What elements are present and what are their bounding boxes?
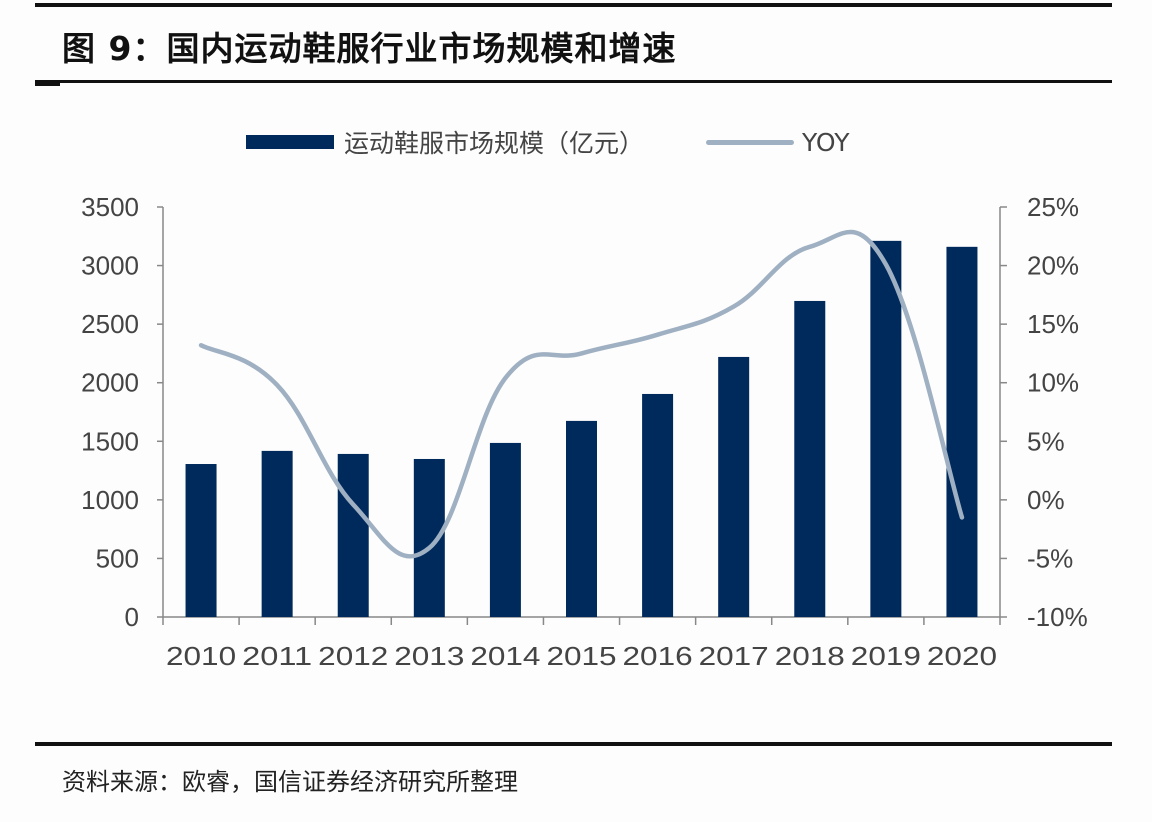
x-tick-label: 2012 <box>318 641 388 671</box>
right-tick-label: 10% <box>1027 368 1079 398</box>
left-tick-label: 1500 <box>81 426 139 456</box>
bar-2015 <box>566 420 597 617</box>
bar-2014 <box>489 442 521 617</box>
yoy-line <box>198 229 965 559</box>
x-tick-label: 2020 <box>927 641 997 671</box>
yoy-line-series <box>198 229 965 559</box>
x-tick-label: 2013 <box>394 641 464 671</box>
right-tick-label: 5% <box>1027 426 1065 456</box>
left-tick-label: 1000 <box>81 485 139 515</box>
bar-2016 <box>642 393 674 617</box>
x-tick-label: 2016 <box>623 641 693 671</box>
footer-rule <box>35 742 1112 746</box>
source-note: 资料来源：欧睿，国信证券经济研究所整理 <box>62 768 518 796</box>
left-tick-label: 2000 <box>81 368 139 398</box>
legend-bar-swatch <box>246 135 334 149</box>
left-tick-label: 2500 <box>81 309 139 339</box>
left-tick-label: 500 <box>96 543 139 573</box>
title-underline-accent <box>35 83 60 86</box>
x-tick-label: 2011 <box>242 641 312 671</box>
bar-2012 <box>337 453 369 617</box>
bar-2011 <box>261 450 293 617</box>
x-tick-label: 2015 <box>546 641 616 671</box>
right-tick-label: 20% <box>1027 251 1079 281</box>
right-tick-label: -5% <box>1027 543 1073 573</box>
x-tick-label: 2019 <box>851 641 921 671</box>
axis-labels: 0 500 1000 1500 2000 2500 3000 3500 -10% -5% 0% 5% 1… <box>81 192 1088 671</box>
right-tick-label: 25% <box>1027 192 1079 222</box>
x-tick-label: 2018 <box>775 641 845 671</box>
bar-2017 <box>718 356 750 617</box>
top-rule <box>35 3 1112 7</box>
title-underline <box>35 80 1112 83</box>
bar-series <box>185 240 978 618</box>
bar-2010 <box>185 464 217 617</box>
right-tick-label: 15% <box>1027 309 1079 339</box>
x-tick-label: 2010 <box>166 641 236 671</box>
bar-2020 <box>946 246 978 618</box>
x-tick-label: 2017 <box>699 641 769 671</box>
left-tick-label: 3500 <box>81 192 139 222</box>
figure-title: 图 9：国内运动鞋服行业市场规模和增速 <box>62 29 677 68</box>
chart-legend: 运动鞋服市场规模（亿元） YOY <box>246 122 850 162</box>
left-tick-label: 0 <box>125 602 139 632</box>
bar-2018 <box>794 300 826 617</box>
legend-line-swatch <box>706 139 795 145</box>
left-tick-label: 3000 <box>81 251 139 281</box>
right-tick-label: 0% <box>1027 485 1065 515</box>
x-tick-label: 2014 <box>470 641 540 671</box>
legend-bar-label: 运动鞋服市场规模（亿元） <box>344 129 645 158</box>
bar-2019 <box>870 240 902 617</box>
right-tick-label: -10% <box>1027 602 1088 632</box>
legend-line-label: YOY <box>802 127 850 157</box>
